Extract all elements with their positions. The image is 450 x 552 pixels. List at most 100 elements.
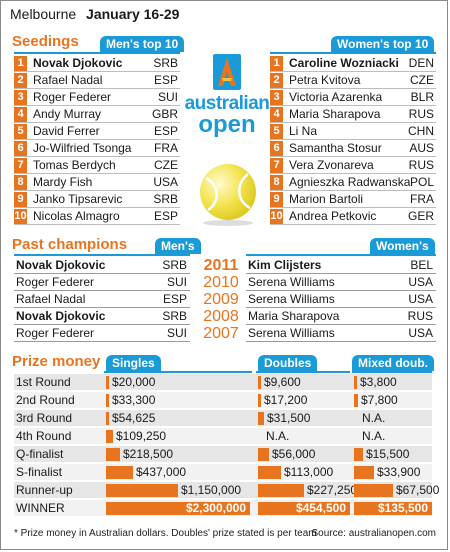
champion-row: Serena Williams USA bbox=[246, 325, 436, 342]
mixed-value: $3,800 bbox=[360, 375, 397, 389]
player-country: SUI bbox=[157, 90, 178, 104]
seed-rank: 3 bbox=[270, 90, 283, 105]
logo-text-1: australian bbox=[184, 93, 270, 114]
champion-row: Novak Djokovic SRB bbox=[14, 257, 190, 274]
champion-row: Serena Williams USA bbox=[246, 274, 436, 291]
city: Melbourne bbox=[10, 6, 77, 22]
doubles-bar bbox=[258, 376, 261, 389]
player-name: Jo-Wilfried Tsonga bbox=[33, 141, 132, 155]
seed-rank: 2 bbox=[14, 73, 27, 88]
player-country: DEN bbox=[408, 56, 434, 70]
seed-rank: 8 bbox=[14, 175, 27, 190]
champion-row: Roger Federer SUI bbox=[14, 325, 190, 342]
seed-rank: 10 bbox=[14, 209, 27, 224]
champion-country: SUI bbox=[166, 326, 187, 340]
player-country: ESP bbox=[153, 124, 178, 138]
seed-rank: 7 bbox=[270, 158, 283, 173]
champion-name: Rafael Nadal bbox=[16, 292, 86, 306]
seed-row: 4 Andy Murray GBR bbox=[14, 106, 180, 123]
doubles-value: N.A. bbox=[266, 429, 290, 443]
seed-row: 7 Vera Zvonareva RUS bbox=[270, 157, 436, 174]
mixed-bar bbox=[354, 466, 374, 479]
champion-row: Rafael Nadal ESP bbox=[14, 291, 190, 308]
singles-bar bbox=[106, 484, 178, 497]
seed-row: 2 Petra Kvitova CZE bbox=[270, 72, 436, 89]
player-name: Caroline Wozniacki bbox=[289, 56, 399, 70]
footer-source: Source: australianopen.com bbox=[311, 528, 436, 539]
player-name: Mardy Fish bbox=[33, 175, 93, 189]
player-name: Li Na bbox=[289, 124, 318, 138]
men-rule bbox=[14, 52, 180, 54]
champion-country: USA bbox=[408, 326, 433, 340]
champion-name: Serena Williams bbox=[248, 275, 335, 289]
seed-row: 9 Janko Tipsarevic SRB bbox=[14, 191, 180, 208]
champion-name: Roger Federer bbox=[16, 275, 95, 289]
mixed-value: N.A. bbox=[362, 411, 386, 425]
seed-row: 9 Marion Bartoli FRA bbox=[270, 191, 436, 208]
champions-men-label: Men's bbox=[155, 238, 201, 254]
seed-rank: 6 bbox=[14, 141, 27, 156]
champion-name: Maria Sharapova bbox=[248, 309, 340, 323]
seed-rank: 7 bbox=[14, 158, 27, 173]
seed-row: 10 Nicolas Almagro ESP bbox=[14, 208, 180, 225]
doubles-value: $17,200 bbox=[264, 393, 308, 407]
player-name: Roger Federer bbox=[33, 90, 112, 104]
logo-text-2: open bbox=[198, 111, 256, 138]
seed-row: 6 Samantha Stosur AUS bbox=[270, 140, 436, 157]
champion-row: Serena Williams USA bbox=[246, 291, 436, 308]
prize-row: 3rd Round bbox=[14, 410, 432, 427]
champion-name: Kim Clijsters bbox=[248, 258, 322, 272]
player-name: Victoria Azarenka bbox=[289, 90, 383, 104]
seed-row: 8 Agnieszka Radwanska POL bbox=[270, 174, 436, 191]
mixed-bar bbox=[354, 448, 363, 461]
champion-country: SRB bbox=[162, 309, 187, 323]
seed-rank: 5 bbox=[270, 124, 283, 139]
player-name: Samantha Stosur bbox=[289, 141, 382, 155]
singles-value: $33,300 bbox=[112, 393, 156, 407]
player-name: Vera Zvonareva bbox=[289, 158, 374, 172]
mixed-rule bbox=[352, 371, 432, 373]
seed-row: 4 Maria Sharapova RUS bbox=[270, 106, 436, 123]
champion-country: SRB bbox=[162, 258, 187, 272]
singles-label: Singles bbox=[106, 355, 161, 371]
singles-value: $1,150,000 bbox=[181, 483, 242, 497]
doubles-label: Doubles bbox=[258, 355, 318, 371]
mixed-label: Mixed doub. bbox=[352, 355, 434, 371]
singles-bar bbox=[106, 394, 109, 407]
page-header: Melbourne January 16-29 bbox=[10, 6, 179, 22]
player-country: AUS bbox=[409, 141, 434, 155]
doubles-value: $113,000 bbox=[284, 465, 334, 479]
champion-country: USA bbox=[408, 292, 433, 306]
ball-shadow bbox=[203, 220, 253, 226]
doubles-bar bbox=[258, 466, 281, 479]
mixed-value: N.A. bbox=[362, 429, 386, 443]
singles-value: $437,000 bbox=[136, 465, 187, 479]
mixed-value: $135,500 bbox=[377, 501, 428, 515]
player-country: POL bbox=[409, 175, 434, 189]
champion-name: Roger Federer bbox=[16, 326, 95, 340]
round-label: S-finalist bbox=[16, 465, 63, 479]
champions-title: Past champions bbox=[12, 236, 128, 253]
doubles-bar bbox=[258, 394, 261, 407]
doubles-bar bbox=[258, 412, 264, 425]
mixed-bar bbox=[354, 484, 393, 497]
champ-men-rule bbox=[14, 254, 190, 256]
player-country: CZE bbox=[410, 73, 434, 87]
champion-year: 2008 bbox=[203, 308, 239, 325]
seed-row: 5 David Ferrer ESP bbox=[14, 123, 180, 140]
champions-women-label: Women's bbox=[370, 238, 435, 254]
player-name: David Ferrer bbox=[33, 124, 100, 138]
player-name: Novak Djokovic bbox=[33, 56, 123, 70]
doubles-value: $56,000 bbox=[272, 447, 316, 461]
doubles-bar bbox=[258, 484, 304, 497]
doubles-rule bbox=[256, 371, 350, 373]
player-country: RUS bbox=[408, 158, 434, 172]
seed-row: 3 Roger Federer SUI bbox=[14, 89, 180, 106]
seed-rank: 9 bbox=[14, 192, 27, 207]
player-name: Janko Tipsarevic bbox=[33, 192, 123, 206]
singles-value: $20,000 bbox=[112, 375, 156, 389]
prize-row: 1st Round bbox=[14, 374, 432, 391]
champion-name: Serena Williams bbox=[248, 292, 335, 306]
player-country: CHN bbox=[408, 124, 434, 138]
seed-rank: 3 bbox=[14, 90, 27, 105]
